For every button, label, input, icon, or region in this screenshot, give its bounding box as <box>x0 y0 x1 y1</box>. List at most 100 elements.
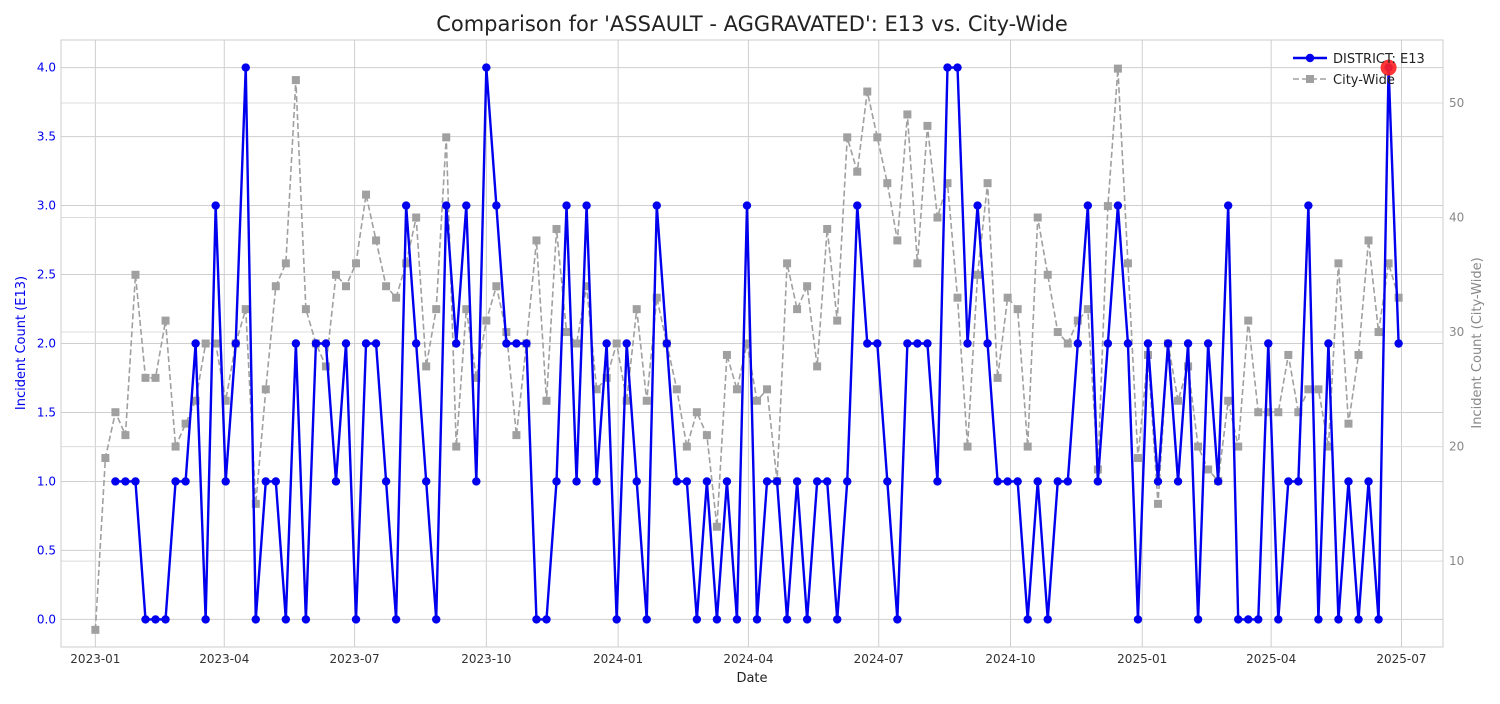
legend-city-wide-marker <box>1306 75 1314 83</box>
district-e13-point <box>442 201 451 210</box>
district-e13-point <box>652 201 661 210</box>
city-wide-point <box>321 362 330 371</box>
district-e13-point <box>712 615 722 624</box>
district-e13-point <box>1183 339 1193 348</box>
city-wide-point <box>161 316 170 325</box>
y-right-tick-label: 50 <box>1449 96 1464 110</box>
city-wide-point <box>492 282 501 291</box>
city-wide-point <box>542 396 551 405</box>
district-e13-point <box>833 615 842 624</box>
district-e13-point <box>151 615 160 624</box>
city-wide-point <box>472 373 481 382</box>
city-wide-point <box>682 442 691 451</box>
city-wide-point <box>1003 293 1012 302</box>
district-e13-point <box>1093 477 1103 486</box>
district-e13-point <box>612 615 621 624</box>
y-left-tick-label: 1.5 <box>37 405 56 419</box>
district-e13-point <box>1294 477 1303 486</box>
city-wide-point <box>131 270 140 279</box>
x-tick-label: 2023-10 <box>461 652 511 666</box>
city-wide-point <box>1324 442 1333 451</box>
city-wide-point <box>402 259 411 268</box>
x-tick-label: 2024-04 <box>723 652 773 666</box>
district-e13-point <box>522 339 531 348</box>
city-wide-point <box>1113 64 1122 73</box>
city-wide-point <box>251 499 260 508</box>
city-wide-point <box>783 259 792 268</box>
city-wide-point <box>221 396 230 405</box>
city-wide-point <box>833 316 842 325</box>
district-e13-point <box>1234 615 1243 624</box>
city-wide-point <box>1103 202 1112 211</box>
city-wide-point <box>331 270 340 279</box>
district-e13-point <box>221 477 230 486</box>
district-e13-point <box>592 477 601 486</box>
city-wide-line <box>94 68 1400 630</box>
x-tick-label: 2024-01 <box>593 652 643 666</box>
city-wide-point <box>642 396 651 405</box>
city-wide-point <box>211 339 220 348</box>
district-e13-point <box>873 339 882 348</box>
district-e13-point <box>482 63 491 72</box>
city-wide-point <box>1294 408 1303 417</box>
city-wide-point <box>913 259 922 268</box>
district-e13-point <box>1274 615 1283 624</box>
city-wide-point <box>1254 408 1263 417</box>
district-e13-point <box>1364 477 1373 486</box>
district-e13-point <box>191 339 200 348</box>
y-right-tick-label: 40 <box>1449 211 1464 225</box>
y-axis-right-label: Incident Count (City-Wide) <box>1470 257 1485 428</box>
district-e13-point <box>632 477 641 486</box>
city-wide-point <box>1174 396 1183 405</box>
district-e13-point <box>512 339 521 348</box>
district-e13-point <box>1304 201 1313 210</box>
district-e13-point <box>401 201 411 210</box>
district-e13-point <box>1314 615 1323 624</box>
city-wide-point <box>1224 396 1233 405</box>
city-wide-point <box>201 339 210 348</box>
district-e13-point <box>311 339 321 348</box>
district-e13-point <box>1324 339 1333 348</box>
city-wide-point <box>1354 350 1363 359</box>
legend-city-wide-label: City-Wide <box>1333 73 1395 88</box>
city-wide-point <box>592 385 601 394</box>
y-right-tick-label: 30 <box>1449 325 1464 339</box>
district-e13-point <box>582 201 591 210</box>
x-tick-label: 2023-01 <box>70 652 120 666</box>
y-left-tick-label: 2.0 <box>37 337 56 351</box>
city-wide-point <box>1284 350 1293 359</box>
district-e13-point <box>552 477 561 486</box>
y-left-tick-label: 4.0 <box>37 61 56 75</box>
city-wide-point <box>392 293 401 302</box>
city-wide-point <box>672 385 681 394</box>
district-e13-point <box>843 477 852 486</box>
district-e13-point <box>391 615 401 624</box>
district-e13-point <box>1153 477 1163 486</box>
city-wide-point <box>191 396 200 405</box>
city-wide-point <box>141 373 150 382</box>
district-e13-point <box>1053 477 1062 486</box>
district-e13-point <box>211 201 220 210</box>
district-e13-point <box>331 477 341 486</box>
district-e13-point <box>863 339 872 348</box>
city-wide-point <box>1133 454 1142 463</box>
legend-e13-label: DISTRICT: E13 <box>1333 52 1425 67</box>
district-e13-point <box>261 477 270 486</box>
district-e13-point <box>111 477 120 486</box>
y-left-tick-label: 0.5 <box>37 543 56 557</box>
district-e13-point <box>622 339 631 348</box>
district-e13-point <box>1223 201 1233 210</box>
x-axis-label: Date <box>736 671 767 686</box>
city-wide-point <box>983 179 992 188</box>
city-wide-point <box>632 305 641 314</box>
district-e13-point <box>953 63 962 72</box>
city-wide-point <box>1394 293 1403 302</box>
district-e13-point <box>893 615 902 624</box>
city-wide-point <box>1013 305 1022 314</box>
city-wide-point <box>843 133 852 142</box>
city-wide-point <box>281 259 290 268</box>
city-wide-point <box>442 133 451 142</box>
city-wide-point <box>91 625 100 634</box>
city-wide-point <box>1073 316 1082 325</box>
city-wide-point <box>171 442 180 451</box>
